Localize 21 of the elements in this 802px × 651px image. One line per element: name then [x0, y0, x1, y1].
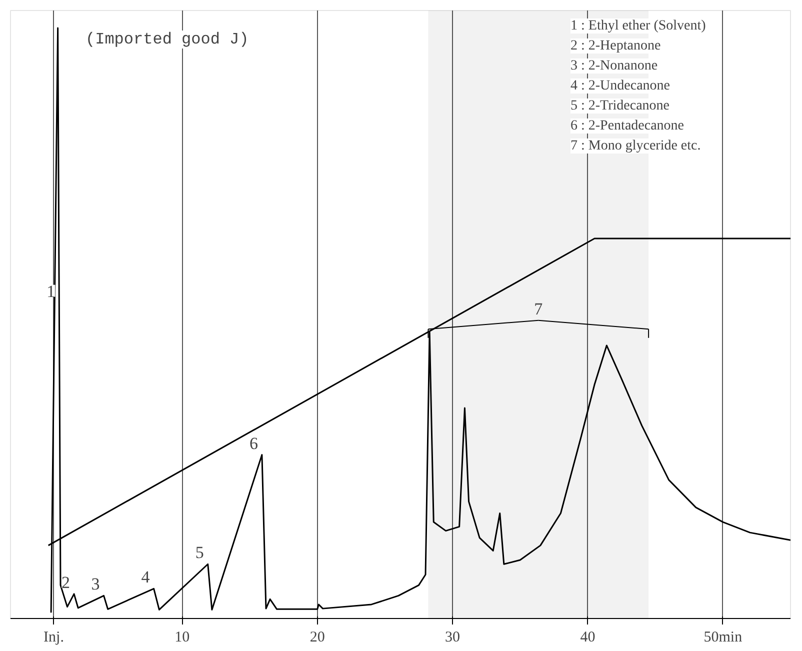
annotation: 5 — [195, 543, 204, 562]
x-tick-label: 50min — [704, 630, 743, 646]
annotation: 5 : 2-Tridecanone — [570, 98, 670, 114]
band-label: 7 — [534, 300, 544, 318]
x-tick-label: 10 — [174, 630, 190, 646]
annotation: 6 — [249, 434, 258, 453]
annotation: 6 : 2-Pentadecanone — [570, 118, 684, 134]
annotation: 1 — [46, 282, 56, 301]
x-tick-label: 20 — [310, 630, 325, 646]
annotation: 2 — [62, 572, 70, 592]
annotation: 2 : 2-Heptanone — [570, 38, 661, 54]
chart-title: (Imported good J) — [86, 30, 249, 48]
x-tick-label: 40 — [580, 630, 596, 646]
annotation: 7 : Mono glyceride etc. — [570, 138, 701, 154]
x-tick-label: 30 — [445, 630, 460, 646]
annotation: 3 : 2-Nonanone — [570, 58, 658, 74]
x-tick-label: Inj. — [44, 630, 64, 646]
annotation: 4 : 2-Undecanone — [570, 78, 670, 94]
annotation: 4 — [141, 568, 150, 587]
annotation: 3 — [91, 574, 100, 594]
annotation: 1 : Ethyl ether (Solvent) — [570, 18, 706, 34]
